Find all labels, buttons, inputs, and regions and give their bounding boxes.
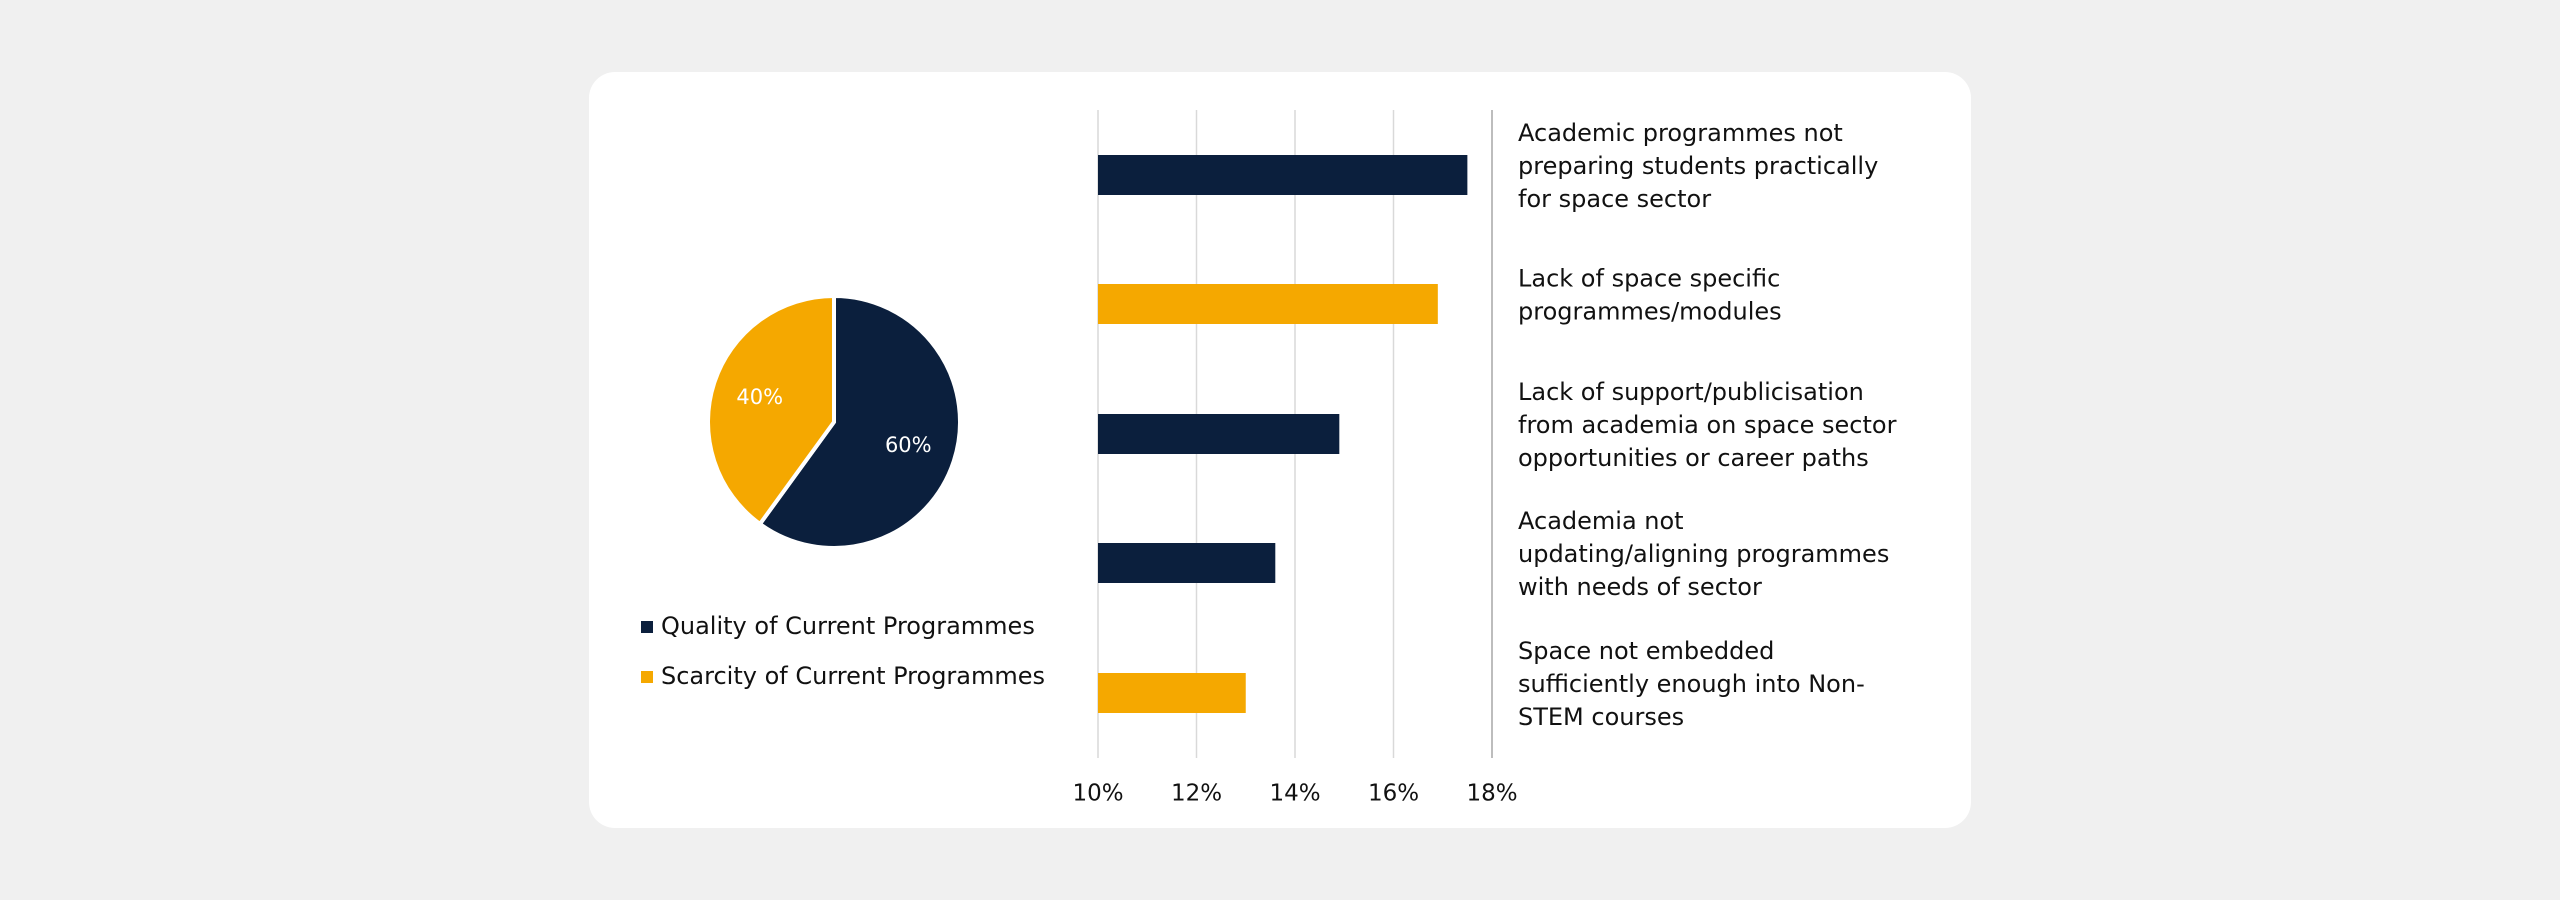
pie-slice-label-2: 40% bbox=[736, 385, 783, 409]
legend-swatch-2 bbox=[641, 671, 653, 683]
category-label-3-line-1: Lack of support/publicisation bbox=[1518, 378, 1864, 406]
category-label-5-line-3: STEM courses bbox=[1518, 703, 1684, 731]
category-label-3-line-2: from academia on space sector bbox=[1518, 411, 1897, 439]
legend-label-1: Quality of Current Programmes bbox=[661, 612, 1035, 640]
category-label-4-line-3: with needs of sector bbox=[1518, 573, 1762, 601]
pie-slice-1 bbox=[757, 294, 962, 550]
category-label-1-line-1: Academic programmes not bbox=[1518, 119, 1843, 147]
legend-swatch-1 bbox=[641, 621, 653, 633]
bar-2 bbox=[1098, 284, 1438, 324]
pie-slice-label-1: 60% bbox=[885, 433, 932, 457]
x-tick-label-2: 12% bbox=[1171, 781, 1222, 807]
category-label-4-line-1: Academia not bbox=[1518, 507, 1684, 535]
bar-1 bbox=[1098, 155, 1468, 195]
category-label-5-line-1: Space not embedded bbox=[1518, 637, 1774, 665]
category-label-1-line-2: preparing students practically bbox=[1518, 152, 1878, 180]
category-label-4-line-2: updating/aligning programmes bbox=[1518, 540, 1889, 568]
x-tick-label-4: 16% bbox=[1368, 781, 1419, 807]
x-tick-label-3: 14% bbox=[1269, 781, 1320, 807]
category-label-3-line-3: opportunities or career paths bbox=[1518, 444, 1869, 472]
pie-slice-2 bbox=[706, 294, 836, 526]
bar-3 bbox=[1098, 414, 1340, 454]
category-label-1-line-3: for space sector bbox=[1518, 185, 1711, 213]
legend-label-2: Scarcity of Current Programmes bbox=[661, 662, 1045, 690]
category-label-2-line-2: programmes/modules bbox=[1518, 298, 1782, 326]
bar-4 bbox=[1098, 543, 1276, 583]
category-label-2-line-1: Lack of space specific bbox=[1518, 265, 1780, 293]
x-tick-label-1: 10% bbox=[1072, 781, 1123, 807]
category-label-5-line-2: sufficiently enough into Non- bbox=[1518, 670, 1865, 698]
x-tick-label-5: 18% bbox=[1466, 781, 1517, 807]
bar-5 bbox=[1098, 673, 1246, 713]
